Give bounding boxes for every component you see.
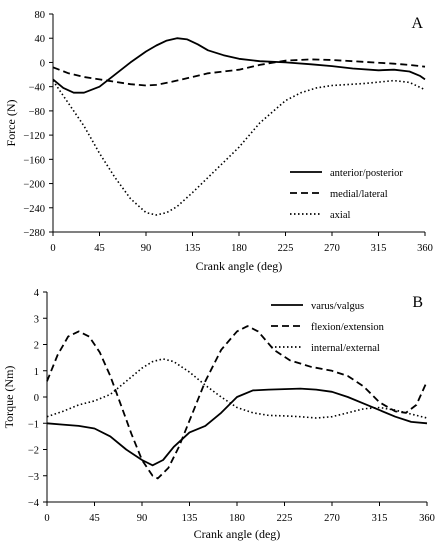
y-tick-label: −4 [28,498,40,509]
y-tick-label: 1 [34,367,39,378]
y-axis-title: Torque (Nm) [2,366,16,429]
x-tick-label: 0 [50,243,55,254]
y-tick-label: −200 [23,180,45,191]
legend-label: flexion/extension [311,322,385,333]
x-tick-label: 45 [94,243,105,254]
series-line-medial-lateral [52,58,426,87]
y-tick-label: 80 [35,10,46,21]
series-line-internal-external [46,358,428,419]
y-tick-label: −240 [23,204,45,215]
y-axis-title: Force (N) [4,100,18,147]
y-tick-label: −2 [28,446,39,457]
x-tick-label: 135 [185,243,201,254]
x-tick-label: 0 [44,513,49,524]
x-axis-title: Crank angle (deg) [196,259,283,273]
y-tick-label: 3 [34,314,39,325]
y-tick-label: 0 [34,393,39,404]
x-tick-label: 315 [372,513,388,524]
x-tick-label: 90 [141,243,152,254]
x-tick-label: 135 [182,513,198,524]
x-tick-label: 180 [229,513,245,524]
x-tick-label: 360 [419,513,435,524]
x-tick-label: 360 [417,243,433,254]
series-line-axial [52,79,426,216]
x-axis-title: Crank angle (deg) [194,527,281,541]
x-tick-label: 225 [278,243,294,254]
x-tick-label: 45 [89,513,100,524]
y-tick-label: −1 [28,419,39,430]
y-tick-label: 0 [40,58,45,69]
y-tick-label: −80 [29,107,45,118]
y-tick-label: −40 [29,83,45,94]
x-tick-label: 90 [137,513,148,524]
series-line-flexion-extension [46,325,428,480]
legend-label: medial/lateral [330,189,388,200]
panel-b-torque-chart: 0 45 90 135 180 225 270 315 360 4 3 2 1 0 −1 −2 −3 −4 Cran… [2,288,435,541]
series-line-varus-valgus [46,387,428,467]
y-tick-label: −280 [23,228,45,239]
legend-label: varus/valgus [311,301,364,312]
legend-label: internal/external [311,343,380,354]
y-tick-label: −160 [23,155,45,166]
legend-label: anterior/posterior [330,168,403,179]
panel-label: A [411,15,423,32]
y-tick-label: −3 [28,472,39,483]
panel-a-force-chart: 0 45 90 135 180 225 270 315 360 80 40 0 −40 −80 −120 −1… [4,10,433,273]
x-tick-label: 270 [324,243,340,254]
x-tick-label: 315 [371,243,387,254]
y-tick-label: 2 [34,341,39,352]
y-tick-label: 40 [35,34,46,45]
y-tick-label: −120 [23,131,45,142]
x-tick-label: 225 [277,513,293,524]
legend-label: axial [330,210,350,221]
x-tick-label: 270 [324,513,340,524]
series-line-anterior-posterior [52,37,426,94]
x-tick-label: 180 [231,243,247,254]
y-tick-label: 4 [34,288,40,299]
panel-label: B [412,294,423,311]
